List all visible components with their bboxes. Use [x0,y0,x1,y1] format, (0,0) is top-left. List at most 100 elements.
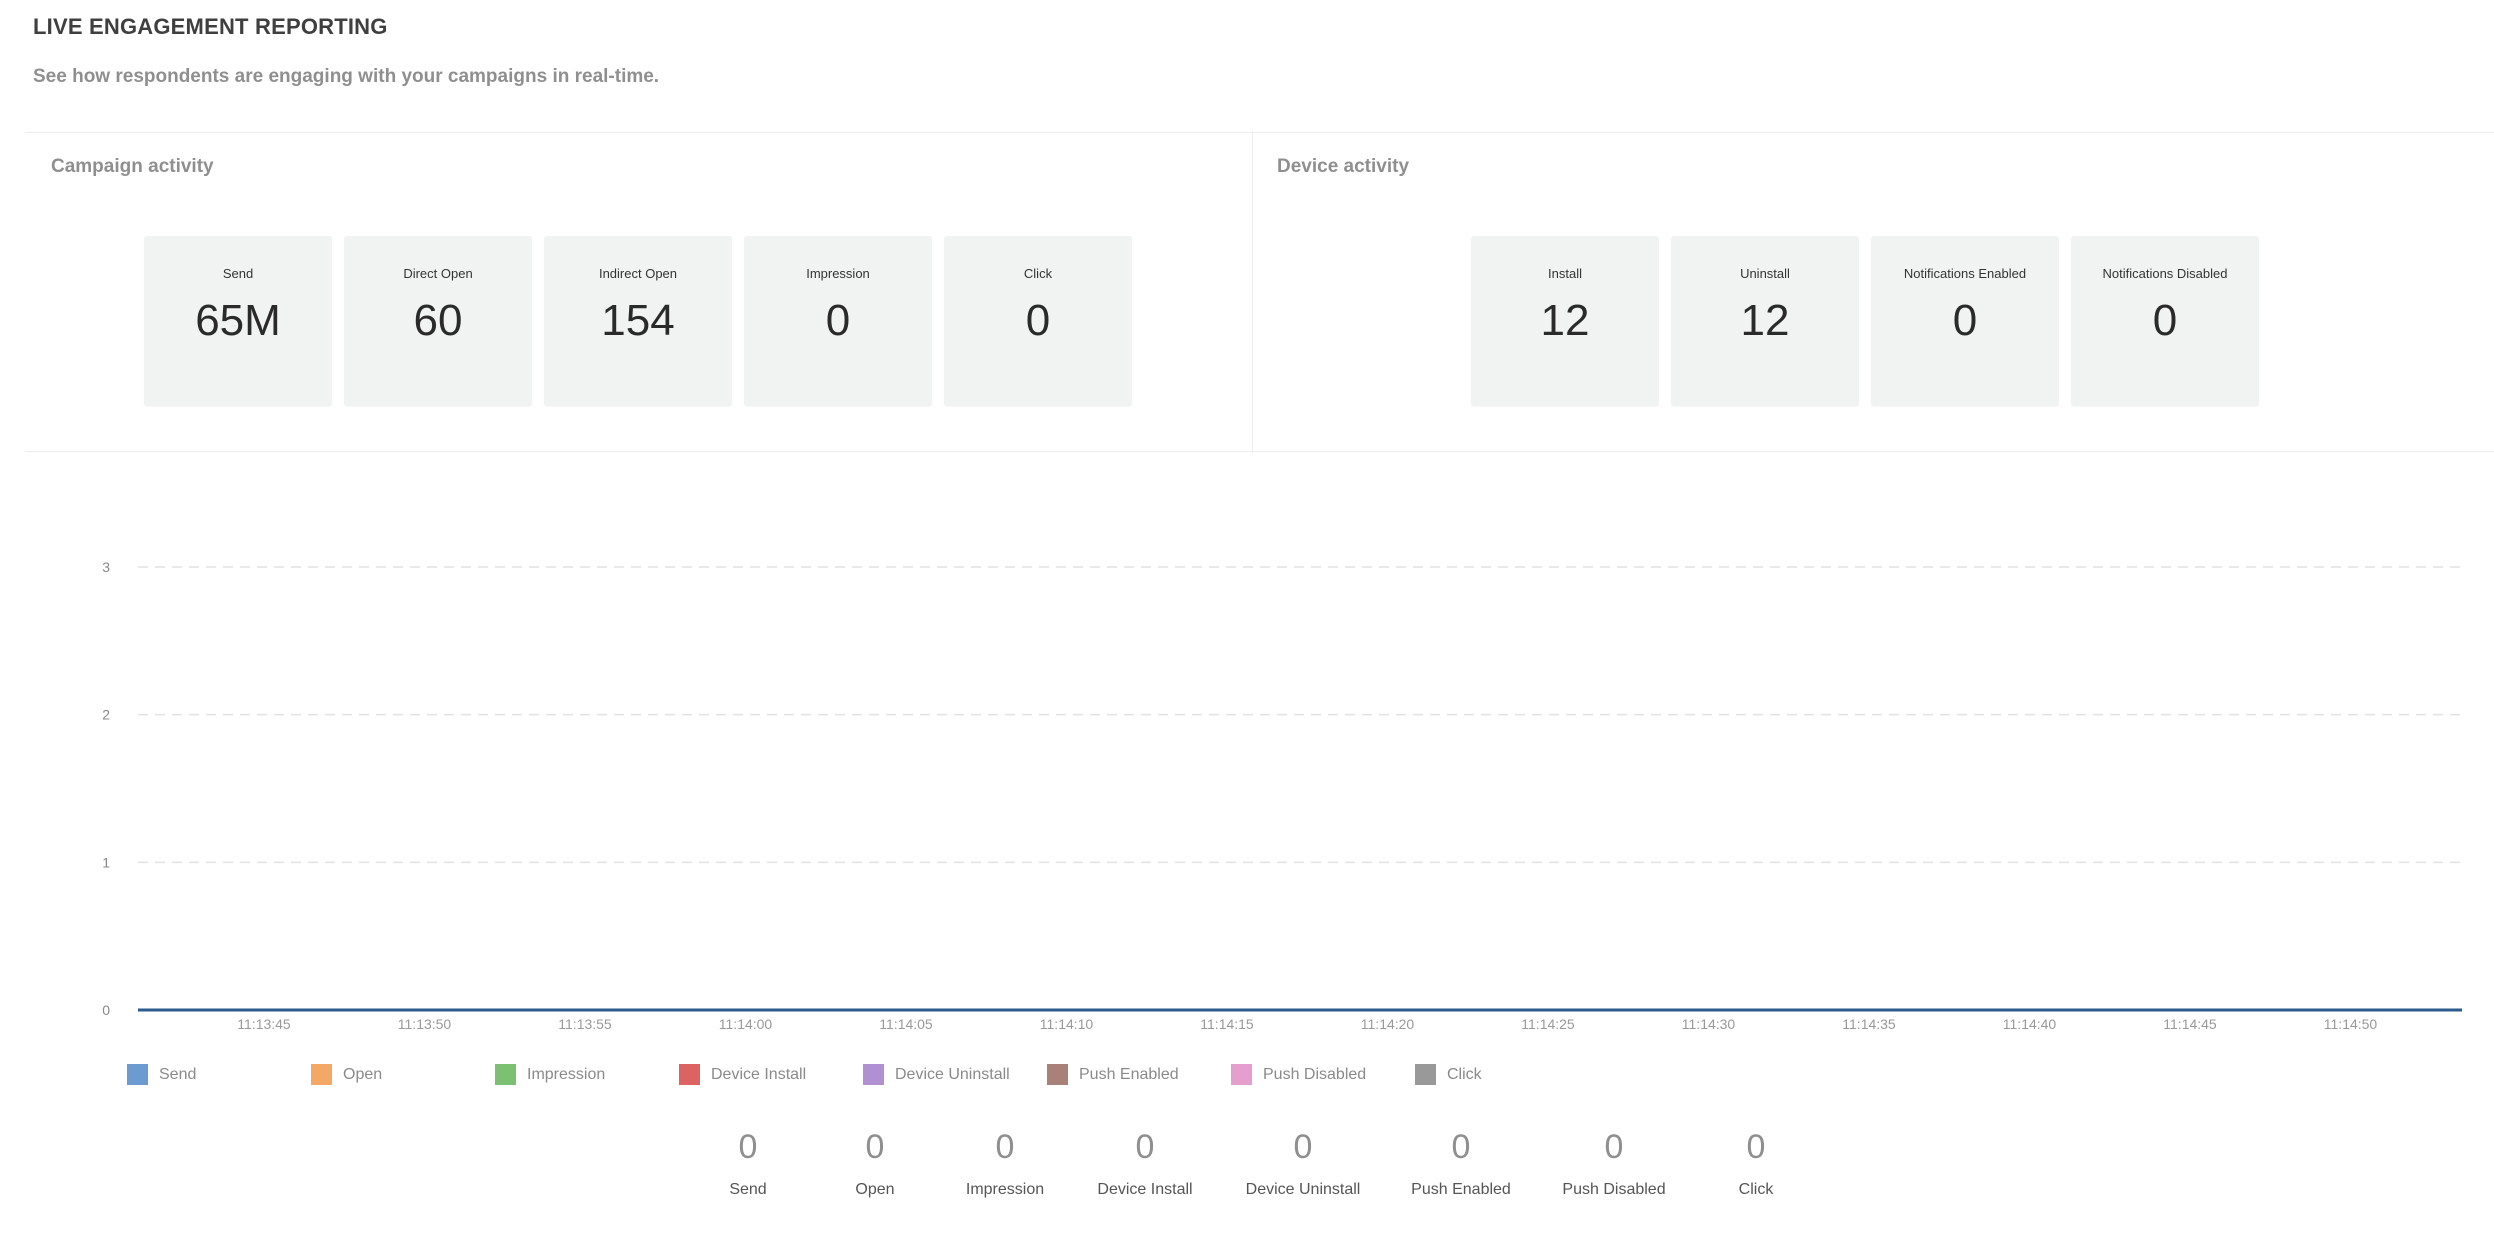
stat-value: 12 [1540,296,1590,345]
total-push-enabled: 0 Push Enabled [1411,1128,1511,1199]
stat-card-indirect-open: Indirect Open 154 [544,236,732,406]
campaign-activity-title: Campaign activity [51,156,214,177]
legend-swatch [127,1064,148,1085]
total-open: 0 Open [855,1128,894,1199]
stat-card-uninstall: Uninstall 12 [1671,236,1859,406]
chart-legend: Send Open Impression Device Install Device U… [127,1064,1599,1085]
x-tick-label: 11:13:50 [398,1016,452,1032]
stat-card-impression: Impression 0 [744,236,932,406]
x-tick-label: 11:13:45 [237,1016,291,1032]
x-tick-label: 11:14:05 [879,1016,933,1032]
stat-card-direct-open: Direct Open 60 [344,236,532,406]
legend-item-open[interactable]: Open [311,1064,495,1085]
stat-label: Send [222,266,254,281]
legend-label: Click [1447,1065,1482,1083]
total-value: 0 [1604,1128,1624,1166]
total-label: Send [729,1181,767,1198]
stat-value: 60 [413,296,463,345]
total-value: 0 [865,1128,885,1166]
total-label: Device Uninstall [1245,1181,1361,1198]
x-tick-label: 11:14:40 [2003,1016,2057,1032]
total-label: Push Enabled [1411,1181,1511,1198]
stat-value: 0 [825,296,851,345]
legend-label: Open [343,1065,383,1083]
stat-value: 12 [1740,296,1790,345]
legend-swatch [1047,1064,1068,1085]
page-subtitle: See how respondents are engaging with yo… [33,66,660,87]
total-label: Open [855,1181,895,1198]
legend-swatch [1231,1064,1252,1085]
stat-label: Notifications Disabled [2102,266,2228,281]
device-activity-cards: Install 12 Uninstall 12 Notifications En… [1471,236,2271,406]
totals-row: 0 Send 0 Open 0 Impression 0 Device Install 0 Dev… [0,1128,2494,1208]
total-click: 0 Click [1739,1128,1774,1199]
y-tick-label: 3 [102,559,110,575]
legend-item-click[interactable]: Click [1415,1064,1599,1085]
divider-middle [25,451,2494,452]
total-value: 0 [738,1128,758,1166]
total-device-install: 0 Device Install [1097,1128,1192,1199]
legend-label: Push Enabled [1079,1065,1179,1083]
x-tick-label: 11:14:25 [1521,1016,1575,1032]
legend-item-impression[interactable]: Impression [495,1064,679,1085]
stat-value: 0 [1025,296,1051,345]
x-tick-label: 11:14:00 [719,1016,773,1032]
total-label: Device Install [1097,1181,1193,1198]
total-label: Click [1738,1181,1774,1198]
total-device-uninstall: 0 Device Uninstall [1246,1128,1361,1199]
legend-swatch [1415,1064,1436,1085]
x-tick-label: 11:14:50 [2324,1016,2378,1032]
legend-label: Device Install [711,1065,807,1083]
total-send: 0 Send [729,1128,766,1199]
stat-label: Notifications Enabled [1903,266,2027,281]
total-value: 0 [1135,1128,1155,1166]
stat-value: 154 [601,296,675,345]
x-tick-label: 11:14:30 [1682,1016,1736,1032]
stat-value: 0 [2152,296,2178,345]
live-engagement-chart: 0 1 2 3 11:13:45 11:13:50 11:13:55 11:14:00 11:1… [0,520,2494,1040]
stat-card-notifications-enabled: Notifications Enabled 0 [1871,236,2059,406]
x-tick-label: 11:14:35 [1842,1016,1896,1032]
legend-item-device-install[interactable]: Device Install [679,1064,863,1085]
total-push-disabled: 0 Push Disabled [1562,1128,1665,1199]
legend-swatch [679,1064,700,1085]
stat-label: Indirect Open [598,266,678,281]
x-tick-label: 11:13:55 [558,1016,612,1032]
legend-label: Push Disabled [1263,1065,1367,1083]
total-label: Push Disabled [1562,1181,1666,1198]
stat-label: Click [1023,266,1053,281]
legend-label: Impression [527,1065,606,1083]
stat-label: Install [1548,266,1582,281]
divider-vertical [1252,133,1253,451]
stat-label: Direct Open [403,266,473,281]
x-tick-label: 11:14:15 [1200,1016,1254,1032]
divider-top [25,132,2494,133]
legend-label: Device Uninstall [895,1065,1010,1083]
legend-swatch [311,1064,332,1085]
legend-item-device-uninstall[interactable]: Device Uninstall [863,1064,1047,1085]
y-tick-label: 1 [102,854,110,870]
device-activity-title: Device activity [1277,156,1410,177]
stat-value: 0 [1952,296,1978,345]
total-value: 0 [1746,1128,1766,1166]
total-label: Impression [965,1181,1045,1198]
total-value: 0 [995,1128,1015,1166]
x-tick-label: 11:14:10 [1040,1016,1094,1032]
stat-label: Impression [806,266,870,281]
legend-item-push-disabled[interactable]: Push Disabled [1231,1064,1415,1085]
legend-item-push-enabled[interactable]: Push Enabled [1047,1064,1231,1085]
legend-swatch [495,1064,516,1085]
stat-label: Uninstall [1740,266,1790,281]
legend-item-send[interactable]: Send [127,1064,311,1085]
stat-card-send: Send 65M [144,236,332,406]
legend-label: Send [159,1065,197,1083]
x-tick-label: 11:14:45 [2163,1016,2217,1032]
x-tick-label: 11:14:20 [1361,1016,1415,1032]
total-value: 0 [1293,1128,1313,1166]
stat-value: 65M [195,296,281,345]
chart-svg: 0 1 2 3 11:13:45 11:13:50 11:13:55 11:14:00 11:1… [102,559,2462,1032]
campaign-activity-cards: Send 65M Direct Open 60 Indirect Open 15… [144,236,1144,406]
total-value: 0 [1451,1128,1471,1166]
y-tick-label: 0 [102,1002,110,1018]
stat-card-click: Click 0 [944,236,1132,406]
